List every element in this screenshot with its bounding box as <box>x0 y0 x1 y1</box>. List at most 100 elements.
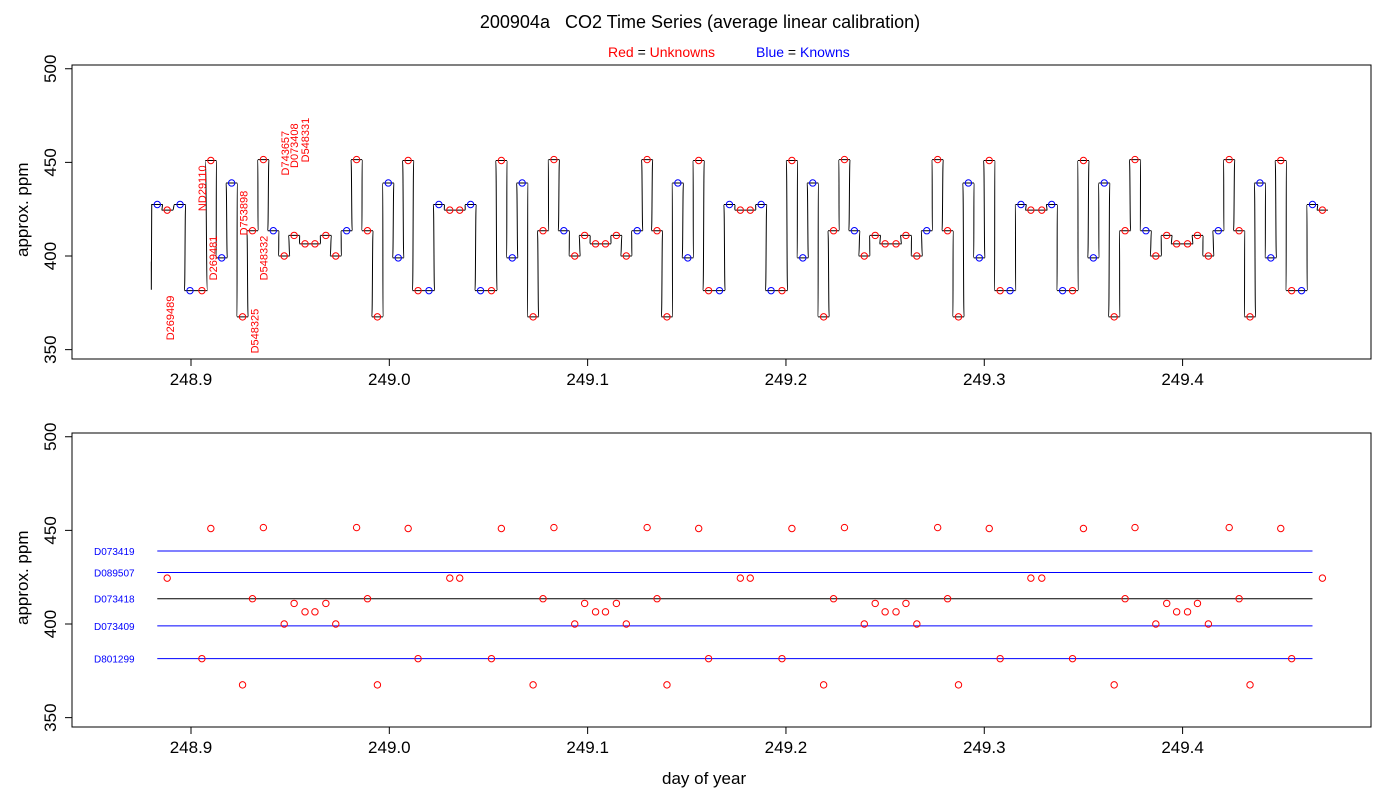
top-unknown-point <box>1235 227 1243 235</box>
top-known-point <box>476 286 485 295</box>
top-x-tick-label: 249.3 <box>963 370 1006 389</box>
top-unknown-point <box>1318 206 1327 214</box>
top-sample-annotation: D753898 <box>239 191 251 236</box>
top-known-point <box>153 200 161 209</box>
top-known-point <box>757 200 765 209</box>
bottom-unknown-point <box>207 524 215 533</box>
bottom-unknown-point <box>1172 608 1181 616</box>
bottom-unknown-point <box>871 599 879 608</box>
bottom-unknown-point <box>332 620 340 628</box>
top-unknown-point <box>591 240 600 248</box>
top-unknown-point <box>829 227 838 235</box>
legend-red-word: Red <box>608 44 634 60</box>
top-unknown-point <box>1225 155 1233 164</box>
top-known-point <box>1256 179 1264 187</box>
legend-unknowns: Red = Unknowns <box>608 44 715 60</box>
bottom-unknown-point <box>881 608 889 616</box>
bottom-unknown-point <box>571 620 579 628</box>
bottom-unknown-point <box>497 524 506 533</box>
top-known-point <box>767 286 775 295</box>
bottom-unknown-point <box>404 524 412 533</box>
bottom-x-axis-label: day of year <box>662 769 747 788</box>
top-y-axis-label: approx. ppm <box>13 162 32 258</box>
bottom-unknown-point <box>1068 654 1077 663</box>
top-known-point <box>425 286 433 295</box>
bottom-unknown-point <box>778 654 786 663</box>
top-unknown-point <box>1172 240 1181 248</box>
bottom-unknown-point <box>612 599 621 608</box>
top-unknown-point <box>704 286 713 295</box>
bottom-unknown-point <box>1235 595 1243 603</box>
bottom-unknown-point <box>943 595 952 603</box>
bottom-reference-label: D073419 <box>94 547 135 558</box>
top-unknown-point <box>1204 252 1213 260</box>
bottom-unknown-point <box>840 523 849 532</box>
top-known-point <box>715 286 724 295</box>
bottom-unknown-point <box>487 654 496 663</box>
top-unknown-point <box>1246 313 1254 321</box>
title-text: CO2 Time Series (average linear calibrat… <box>564 12 921 32</box>
bottom-unknown-point <box>601 608 610 616</box>
bottom-x-tick-label: 249.0 <box>368 738 411 757</box>
bottom-x-tick-label: 249.4 <box>1161 738 1204 757</box>
top-x-tick-label: 249.4 <box>1161 370 1204 389</box>
top-unknown-point <box>1110 313 1118 321</box>
top-unknown-point <box>736 206 745 214</box>
top-unknown-point <box>163 206 171 214</box>
top-unknown-point <box>954 313 963 321</box>
top-known-point <box>1058 286 1067 295</box>
top-known-point <box>186 286 194 295</box>
top-known-point <box>799 254 807 262</box>
top-unknown-point <box>643 155 651 164</box>
top-known-point <box>1017 200 1025 209</box>
bottom-unknown-point <box>280 620 288 628</box>
bottom-unknown-point <box>1152 620 1160 628</box>
bottom-unknown-point <box>259 523 268 532</box>
top-unknown-point <box>259 155 268 164</box>
top-x-tick-label: 248.9 <box>170 370 213 389</box>
top-known-point <box>975 254 984 262</box>
top-known-point <box>674 179 682 187</box>
bottom-unknown-point <box>892 608 900 616</box>
bottom-unknown-point <box>1183 608 1192 616</box>
bottom-unknown-point <box>539 595 547 603</box>
top-sample-annotation: D269489 <box>165 296 177 341</box>
top-unknown-point <box>892 240 900 248</box>
top-unknown-point <box>1183 240 1192 248</box>
bottom-unknown-point <box>456 574 464 582</box>
bottom-unknown-point <box>933 523 942 532</box>
bottom-unknown-point <box>1110 681 1118 689</box>
top-unknown-point <box>985 156 993 165</box>
bottom-unknown-point <box>1027 574 1035 582</box>
top-known-point <box>518 179 526 187</box>
top-y-tick-label: 500 <box>41 55 60 83</box>
top-unknown-point <box>1131 155 1139 164</box>
bottom-unknown-point <box>352 523 361 532</box>
legend-knowns: Blue = Knowns <box>756 44 850 60</box>
top-unknown-point <box>746 206 754 214</box>
top-y-tick-label: 350 <box>41 335 60 363</box>
top-known-point <box>1267 254 1275 262</box>
legend-equals-blue: = <box>787 44 797 60</box>
bottom-unknown-point <box>694 524 703 533</box>
top-unknown-point <box>1068 286 1077 295</box>
bottom-unknown-point <box>322 599 330 608</box>
top-unknown-point <box>612 231 621 240</box>
bottom-unknown-point <box>1121 595 1129 603</box>
top-x-tick-label: 249.1 <box>566 370 609 389</box>
top-y-tick-label: 400 <box>41 242 60 270</box>
bottom-panel: 248.9 249.0 249.1 249.2 249.3 249.4 350 400 450 5… <box>41 423 1327 757</box>
bottom-unknown-point <box>829 595 838 603</box>
top-unknown-point <box>819 313 828 321</box>
bottom-unknown-point <box>996 654 1004 663</box>
top-known-point <box>560 227 568 235</box>
top-sample-annotation: D073408 <box>289 123 301 168</box>
legend-red-desc: Unknowns <box>649 44 716 60</box>
top-known-point <box>809 179 817 187</box>
bottom-unknown-point <box>704 654 713 663</box>
top-known-point <box>227 179 236 187</box>
top-known-point <box>964 179 973 187</box>
top-unknown-point <box>550 155 558 164</box>
bottom-reference-label: D089507 <box>94 569 135 580</box>
top-sample-annotation: ND29110 <box>197 165 209 211</box>
